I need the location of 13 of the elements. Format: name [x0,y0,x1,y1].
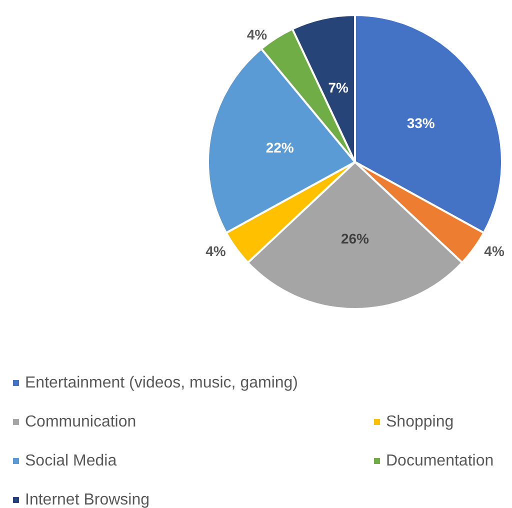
data-label: 33% [406,115,436,132]
legend-label: Shopping [386,414,454,430]
legend-label: Social Media [25,452,117,470]
data-label: 7% [328,79,349,96]
legend-label: Entertainment (videos, music, gaming) [25,374,298,392]
legend-label: Communication [25,414,136,430]
data-label: 22% [266,140,294,156]
data-label: 4% [246,26,268,43]
legend-label: Internet Browsing [25,492,150,508]
legend-label: Documentation [386,452,494,470]
data-label: 4% [206,242,226,259]
data-label: 26% [340,230,370,246]
data-label: 4% [484,242,505,259]
